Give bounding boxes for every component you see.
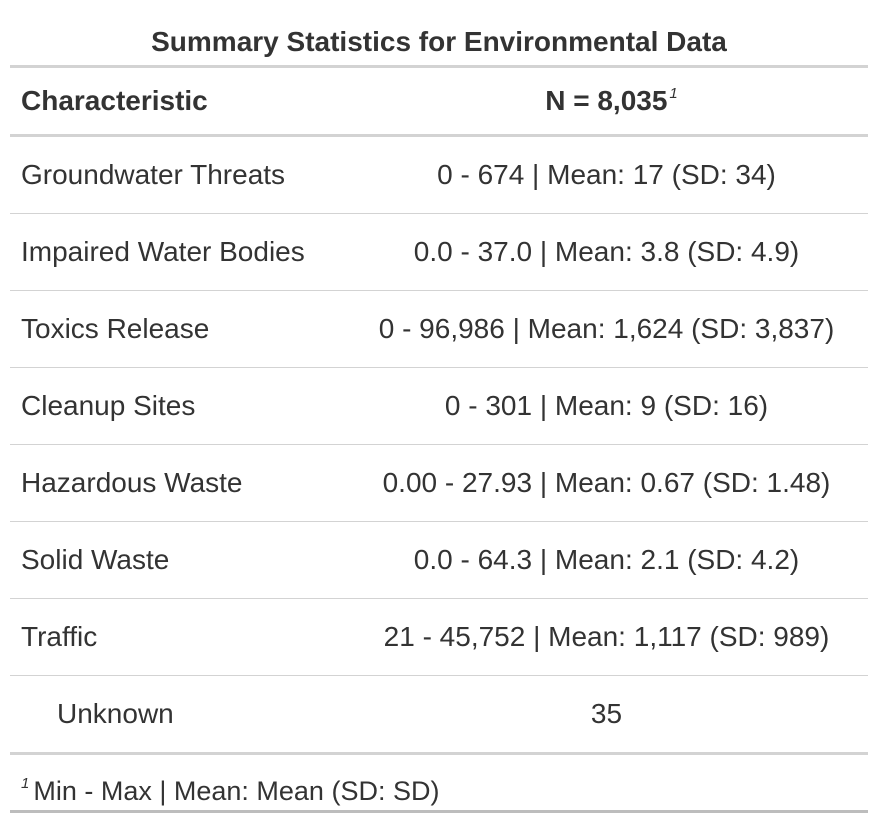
row-value: 0.0 - 37.0 | Mean: 3.8 (SD: 4.9) bbox=[345, 213, 868, 291]
row-value: 0 - 96,986 | Mean: 1,624 (SD: 3,837) bbox=[345, 290, 868, 368]
row-value: 21 - 45,752 | Mean: 1,117 (SD: 989) bbox=[345, 598, 868, 676]
row-value: 0 - 301 | Mean: 9 (SD: 16) bbox=[345, 367, 868, 445]
row-label: Cleanup Sites bbox=[10, 367, 345, 445]
row-label: Hazardous Waste bbox=[10, 444, 345, 522]
table-row: Cleanup Sites 0 - 301 | Mean: 9 (SD: 16) bbox=[10, 367, 868, 445]
row-value: 0.0 - 64.3 | Mean: 2.1 (SD: 4.2) bbox=[345, 521, 868, 599]
column-header-n: N = 8,035 1 bbox=[345, 68, 868, 137]
footnote-text: Min - Max | Mean: Mean (SD: SD) bbox=[33, 776, 440, 806]
footnote-marker: 1 bbox=[21, 775, 30, 792]
table-row: Toxics Release 0 - 96,986 | Mean: 1,624 … bbox=[10, 290, 868, 368]
header-row: Characteristic N = 8,035 1 bbox=[10, 68, 868, 137]
table-row: Hazardous Waste 0.00 - 27.93 | Mean: 0.6… bbox=[10, 444, 868, 522]
table-row: Unknown 35 bbox=[10, 675, 868, 755]
row-value: 0.00 - 27.93 | Mean: 0.67 (SD: 1.48) bbox=[345, 444, 868, 522]
table-row: Groundwater Threats 0 - 674 | Mean: 17 (… bbox=[10, 135, 868, 214]
row-label: Solid Waste bbox=[10, 521, 345, 599]
table-row: Traffic 21 - 45,752 | Mean: 1,117 (SD: 9… bbox=[10, 598, 868, 676]
row-label: Impaired Water Bodies bbox=[10, 213, 345, 291]
footnote-marker: 1 bbox=[669, 85, 678, 102]
table-row: Impaired Water Bodies 0.0 - 37.0 | Mean:… bbox=[10, 213, 868, 291]
summary-table: Characteristic N = 8,035 1 Groundwater Th… bbox=[10, 68, 868, 755]
table-row: Solid Waste 0.0 - 64.3 | Mean: 2.1 (SD: … bbox=[10, 521, 868, 599]
row-value: 35 bbox=[345, 675, 868, 755]
table-footnote: 1 Min - Max | Mean: Mean (SD: SD) bbox=[10, 755, 868, 813]
n-label: N = 8,035 bbox=[545, 85, 668, 116]
column-header-characteristic: Characteristic bbox=[10, 68, 345, 137]
row-label: Groundwater Threats bbox=[10, 135, 345, 214]
table-title: Summary Statistics for Environmental Dat… bbox=[10, 0, 868, 68]
row-label: Toxics Release bbox=[10, 290, 345, 368]
row-label: Traffic bbox=[10, 598, 345, 676]
row-value: 0 - 674 | Mean: 17 (SD: 34) bbox=[345, 135, 868, 214]
summary-table-container: Summary Statistics for Environmental Dat… bbox=[10, 0, 868, 813]
row-label: Unknown bbox=[10, 675, 345, 755]
